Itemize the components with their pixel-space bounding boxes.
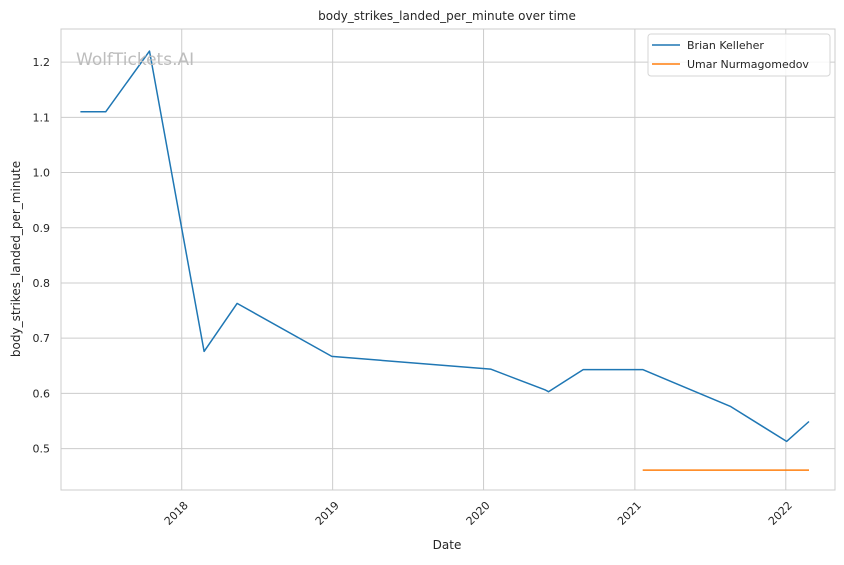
legend: Brian Kelleher Umar Nurmagomedov [647,33,831,77]
legend-label: Brian Kelleher [687,39,764,52]
chart-title: body_strikes_landed_per_minute over time [318,9,576,23]
y-tick-label: 1.2 [33,56,51,69]
y-tick-label: 1.0 [33,167,51,180]
series-group [80,50,810,471]
x-axis-label: Date [433,538,462,552]
y-tick-labels: 0.5 0.6 0.7 0.8 0.9 1.0 1.1 1.2 [33,56,51,455]
x-tick-labels: 2018 2019 2020 2021 2022 [162,499,795,528]
y-tick-label: 1.1 [33,111,51,124]
y-axis-label: body_strikes_landed_per_minute [9,161,23,357]
x-tick-label: 2019 [313,499,342,528]
y-tick-label: 0.9 [33,222,51,235]
plot-frame [60,28,836,491]
x-tick-label: 2020 [464,499,493,528]
x-tick-label: 2022 [766,499,795,528]
y-tick-label: 0.5 [33,443,51,456]
y-tick-label: 0.8 [33,277,51,290]
series-line-0 [80,50,810,443]
y-tick-label: 0.7 [33,332,51,345]
x-tick-label: 2018 [162,499,191,528]
y-tick-label: 0.6 [33,387,51,400]
legend-label: Umar Nurmagomedov [687,58,809,71]
grid-lines [61,29,835,490]
watermark: WolfTickets.AI [76,50,194,70]
x-tick-label: 2021 [615,499,644,528]
legend-box [647,33,831,77]
